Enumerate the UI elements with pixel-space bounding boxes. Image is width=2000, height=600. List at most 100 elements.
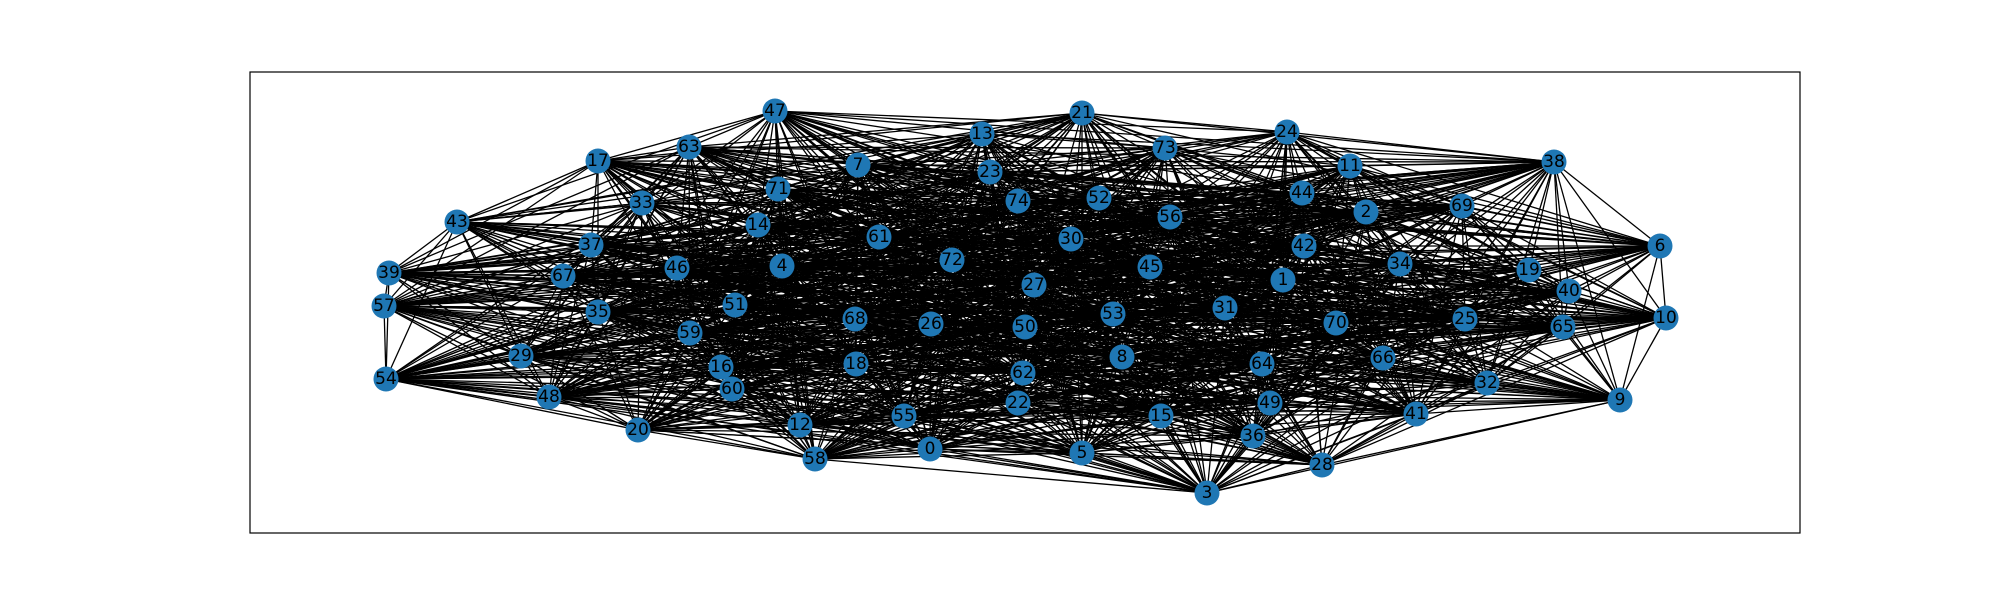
edge: [562, 259, 953, 277]
edge: [388, 272, 691, 334]
node-label: 25: [1454, 309, 1476, 329]
edge: [1169, 216, 1401, 265]
node-circle: [1449, 193, 1475, 219]
edge: [731, 388, 801, 426]
edge: [383, 275, 564, 307]
edge: [590, 236, 880, 246]
edge: [548, 147, 1166, 398]
graph-node-1: 1: [1270, 267, 1296, 293]
edge: [1321, 399, 1621, 466]
node-circle: [918, 311, 944, 337]
edge: [1017, 197, 1100, 202]
graph-node-55: 55: [891, 403, 917, 429]
graph-node-26: 26: [918, 311, 944, 337]
node-circle: [1403, 401, 1429, 427]
graph-node-65: 65: [1550, 314, 1576, 340]
edge: [1301, 161, 1555, 194]
edge: [929, 147, 1166, 450]
edge: [383, 305, 639, 431]
node-label: 65: [1552, 317, 1574, 337]
graph-node-41: 41: [1403, 401, 1429, 427]
node-label: 44: [1291, 183, 1313, 203]
graph-node-59: 59: [677, 320, 703, 346]
node-label: 41: [1405, 404, 1427, 424]
edge: [597, 160, 1019, 202]
graph-node-67: 67: [550, 263, 576, 289]
edge: [383, 221, 458, 307]
edge: [854, 216, 1171, 320]
node-label: 8: [1117, 347, 1128, 367]
graph-node-44: 44: [1289, 180, 1315, 206]
node-label: 27: [1023, 275, 1045, 295]
edge: [597, 200, 1019, 313]
edge: [951, 259, 1466, 320]
graph-node-73: 73: [1152, 135, 1178, 161]
edge: [383, 305, 1208, 494]
edge: [854, 318, 1254, 437]
node-label: 45: [1139, 257, 1161, 277]
edge: [689, 236, 880, 334]
graph-node-25: 25: [1452, 306, 1478, 332]
node-label: 61: [868, 227, 890, 247]
graph-node-60: 60: [719, 376, 745, 402]
graph-node-32: 32: [1474, 370, 1500, 396]
node-label: 6: [1655, 236, 1666, 256]
edge: [385, 378, 639, 431]
node-label: 28: [1311, 455, 1333, 475]
node-label: 2: [1361, 202, 1372, 222]
edge: [590, 244, 816, 460]
edge: [1164, 147, 1303, 194]
node-label: 33: [631, 193, 653, 213]
node-circle: [787, 412, 813, 438]
node-label: 51: [724, 295, 746, 315]
edge: [1335, 322, 1621, 401]
graph-node-31: 31: [1212, 295, 1238, 321]
edge: [456, 171, 991, 223]
graph-node-52: 52: [1086, 185, 1112, 211]
graph-node-5: 5: [1069, 440, 1095, 466]
node-circle: [1086, 185, 1112, 211]
edge: [1619, 317, 1667, 401]
node-label: 18: [845, 354, 867, 374]
edge: [951, 200, 1019, 261]
node-label: 39: [378, 263, 400, 283]
edge: [1081, 112, 1305, 247]
edge: [951, 259, 1024, 374]
node-circle: [1337, 153, 1363, 179]
edge: [1286, 131, 1417, 415]
node-circle: [1137, 254, 1163, 280]
node-label: 68: [844, 309, 866, 329]
edge: [777, 188, 1208, 494]
node-label: 40: [1558, 281, 1580, 301]
node-label: 4: [777, 256, 788, 276]
node-circle: [1012, 314, 1038, 340]
node-label: 48: [538, 387, 560, 407]
edge: [1017, 402, 1254, 437]
edge: [597, 188, 779, 313]
node-label: 43: [446, 212, 468, 232]
node-label: 58: [804, 449, 826, 469]
node-label: 3: [1202, 483, 1213, 503]
edge: [688, 146, 931, 450]
edge: [383, 305, 1162, 417]
edge: [548, 318, 856, 398]
node-circle: [1647, 233, 1673, 259]
edge: [1335, 161, 1555, 324]
node-circle: [842, 306, 868, 332]
edge: [720, 366, 1024, 374]
edge: [929, 402, 1271, 450]
graph-node-46: 46: [664, 255, 690, 281]
edge: [676, 146, 690, 269]
edge: [854, 318, 931, 450]
node-circle: [1274, 119, 1300, 145]
node-circle: [1257, 390, 1283, 416]
graph-node-54: 54: [373, 366, 399, 392]
node-circle: [1100, 301, 1126, 327]
edge: [688, 112, 1083, 148]
node-circle: [1541, 149, 1567, 175]
graph-node-51: 51: [722, 292, 748, 318]
graph-node-29: 29: [508, 343, 534, 369]
node-label: 74: [1007, 191, 1029, 211]
edge: [385, 378, 801, 426]
node-circle: [585, 299, 611, 325]
